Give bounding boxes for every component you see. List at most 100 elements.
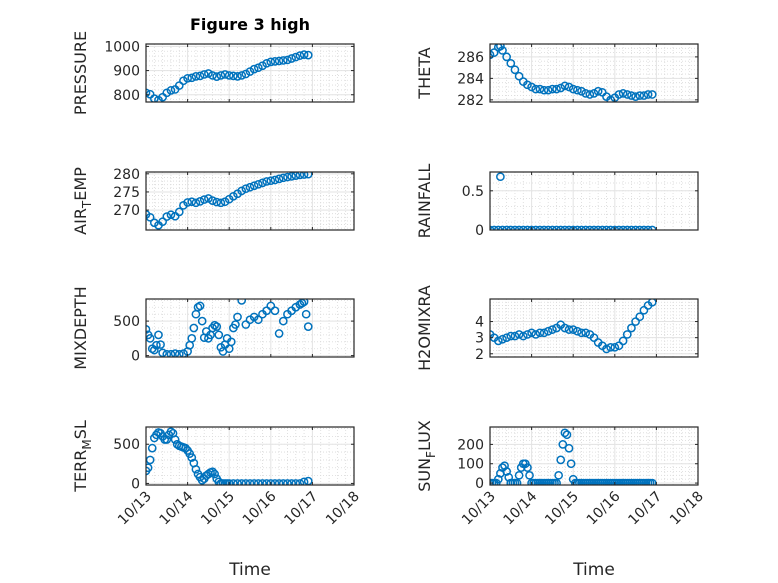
data-point: [208, 71, 217, 80]
series-terr_msl: [146, 427, 313, 485]
data-point: [195, 301, 205, 311]
data-point: [270, 306, 280, 316]
data-point: [197, 316, 207, 326]
x-axis-label-right: Time: [572, 560, 615, 580]
data-point: [147, 443, 157, 453]
data-point: [506, 58, 516, 68]
y-tick-label: 0: [131, 476, 140, 492]
data-point: [253, 315, 263, 325]
y-tick-label: 0: [475, 223, 484, 239]
data-point: [253, 179, 263, 189]
data-point: [166, 86, 176, 95]
subplot-rainfall: 0 0.5 RAINFALL: [415, 164, 699, 239]
data-point: [216, 71, 226, 80]
axes-box: [489, 426, 699, 486]
figure-title: Figure 3 high: [190, 15, 310, 34]
data-point: [231, 320, 240, 329]
data-point: [548, 84, 557, 94]
data-point: [562, 430, 572, 440]
data-point: [146, 463, 153, 473]
data-point: [266, 176, 276, 186]
data-point: [498, 46, 507, 55]
axes-box: [145, 426, 355, 486]
data-point: [496, 172, 505, 182]
data-point: [191, 464, 201, 474]
y-tick-label: 284: [457, 71, 484, 87]
data-point: [149, 94, 159, 102]
data-point: [170, 349, 180, 357]
data-point: [510, 331, 520, 341]
data-point: [291, 52, 301, 62]
data-point: [166, 210, 176, 220]
data-point: [523, 330, 532, 339]
data-point: [270, 175, 280, 185]
subplot-mixdepth: 0 500 MIXDEPTH: [71, 286, 355, 370]
x-axis-label-left: Time: [228, 560, 271, 580]
data-point: [233, 479, 242, 485]
data-point: [554, 470, 563, 480]
data-point: [249, 181, 259, 191]
series-sun_flux: [490, 428, 657, 485]
data-point: [199, 195, 209, 204]
data-point: [149, 345, 159, 355]
subplot-air_temp: 270 275 280 AIRTEMP: [71, 167, 355, 235]
data-point: [162, 212, 172, 221]
data-point: [156, 340, 165, 349]
data-point: [187, 73, 197, 83]
data-point: [245, 479, 255, 485]
data-point: [643, 90, 653, 99]
y-tick-label: 800: [113, 88, 140, 104]
data-point: [512, 478, 522, 485]
data-point: [493, 336, 503, 346]
data-point: [581, 89, 591, 98]
data-point: [295, 479, 305, 485]
y-axis-label: SUNFLUX: [415, 420, 438, 492]
data-point: [560, 323, 570, 333]
data-point: [212, 197, 222, 207]
data-point: [224, 479, 234, 485]
data-point: [593, 86, 603, 96]
y-tick-label: 286: [457, 50, 484, 66]
data-point: [179, 349, 188, 357]
data-point: [647, 478, 657, 485]
data-point: [502, 333, 511, 343]
data-point: [187, 334, 197, 343]
data-point: [278, 316, 288, 326]
data-point: [295, 51, 305, 60]
data-point: [262, 479, 271, 485]
subplot-pressure: 800 900 1000 PRESSURE: [71, 31, 355, 115]
data-point: [622, 330, 632, 339]
data-point: [506, 331, 516, 341]
data-point: [204, 69, 213, 78]
data-point: [170, 435, 180, 444]
data-point: [278, 173, 288, 183]
data-point: [301, 309, 311, 319]
data-point: [564, 82, 574, 92]
y-tick-label: 1000: [104, 39, 140, 55]
data-point: [237, 186, 247, 196]
data-point: [274, 56, 284, 66]
data-point: [618, 89, 628, 98]
y-tick-label: 200: [457, 437, 484, 453]
data-point: [174, 349, 184, 357]
data-point: [510, 65, 520, 75]
y-axis-label: RAINFALL: [415, 164, 434, 239]
data-point: [229, 71, 238, 81]
data-point: [152, 340, 161, 350]
data-point: [527, 328, 536, 338]
y-tick-label: 100: [457, 457, 484, 473]
data-point: [181, 443, 190, 453]
data-point: [274, 174, 284, 184]
data-point: [208, 467, 217, 477]
series-h2omixra: [490, 299, 657, 354]
data-point: [299, 299, 309, 307]
data-point: [525, 470, 534, 480]
data-point: [514, 330, 524, 339]
data-point: [543, 326, 553, 336]
data-point: [226, 337, 236, 347]
data-point: [278, 479, 288, 485]
data-point: [627, 91, 636, 100]
data-point: [303, 322, 313, 331]
y-tick-label: 900: [113, 64, 140, 80]
data-point: [639, 91, 649, 100]
